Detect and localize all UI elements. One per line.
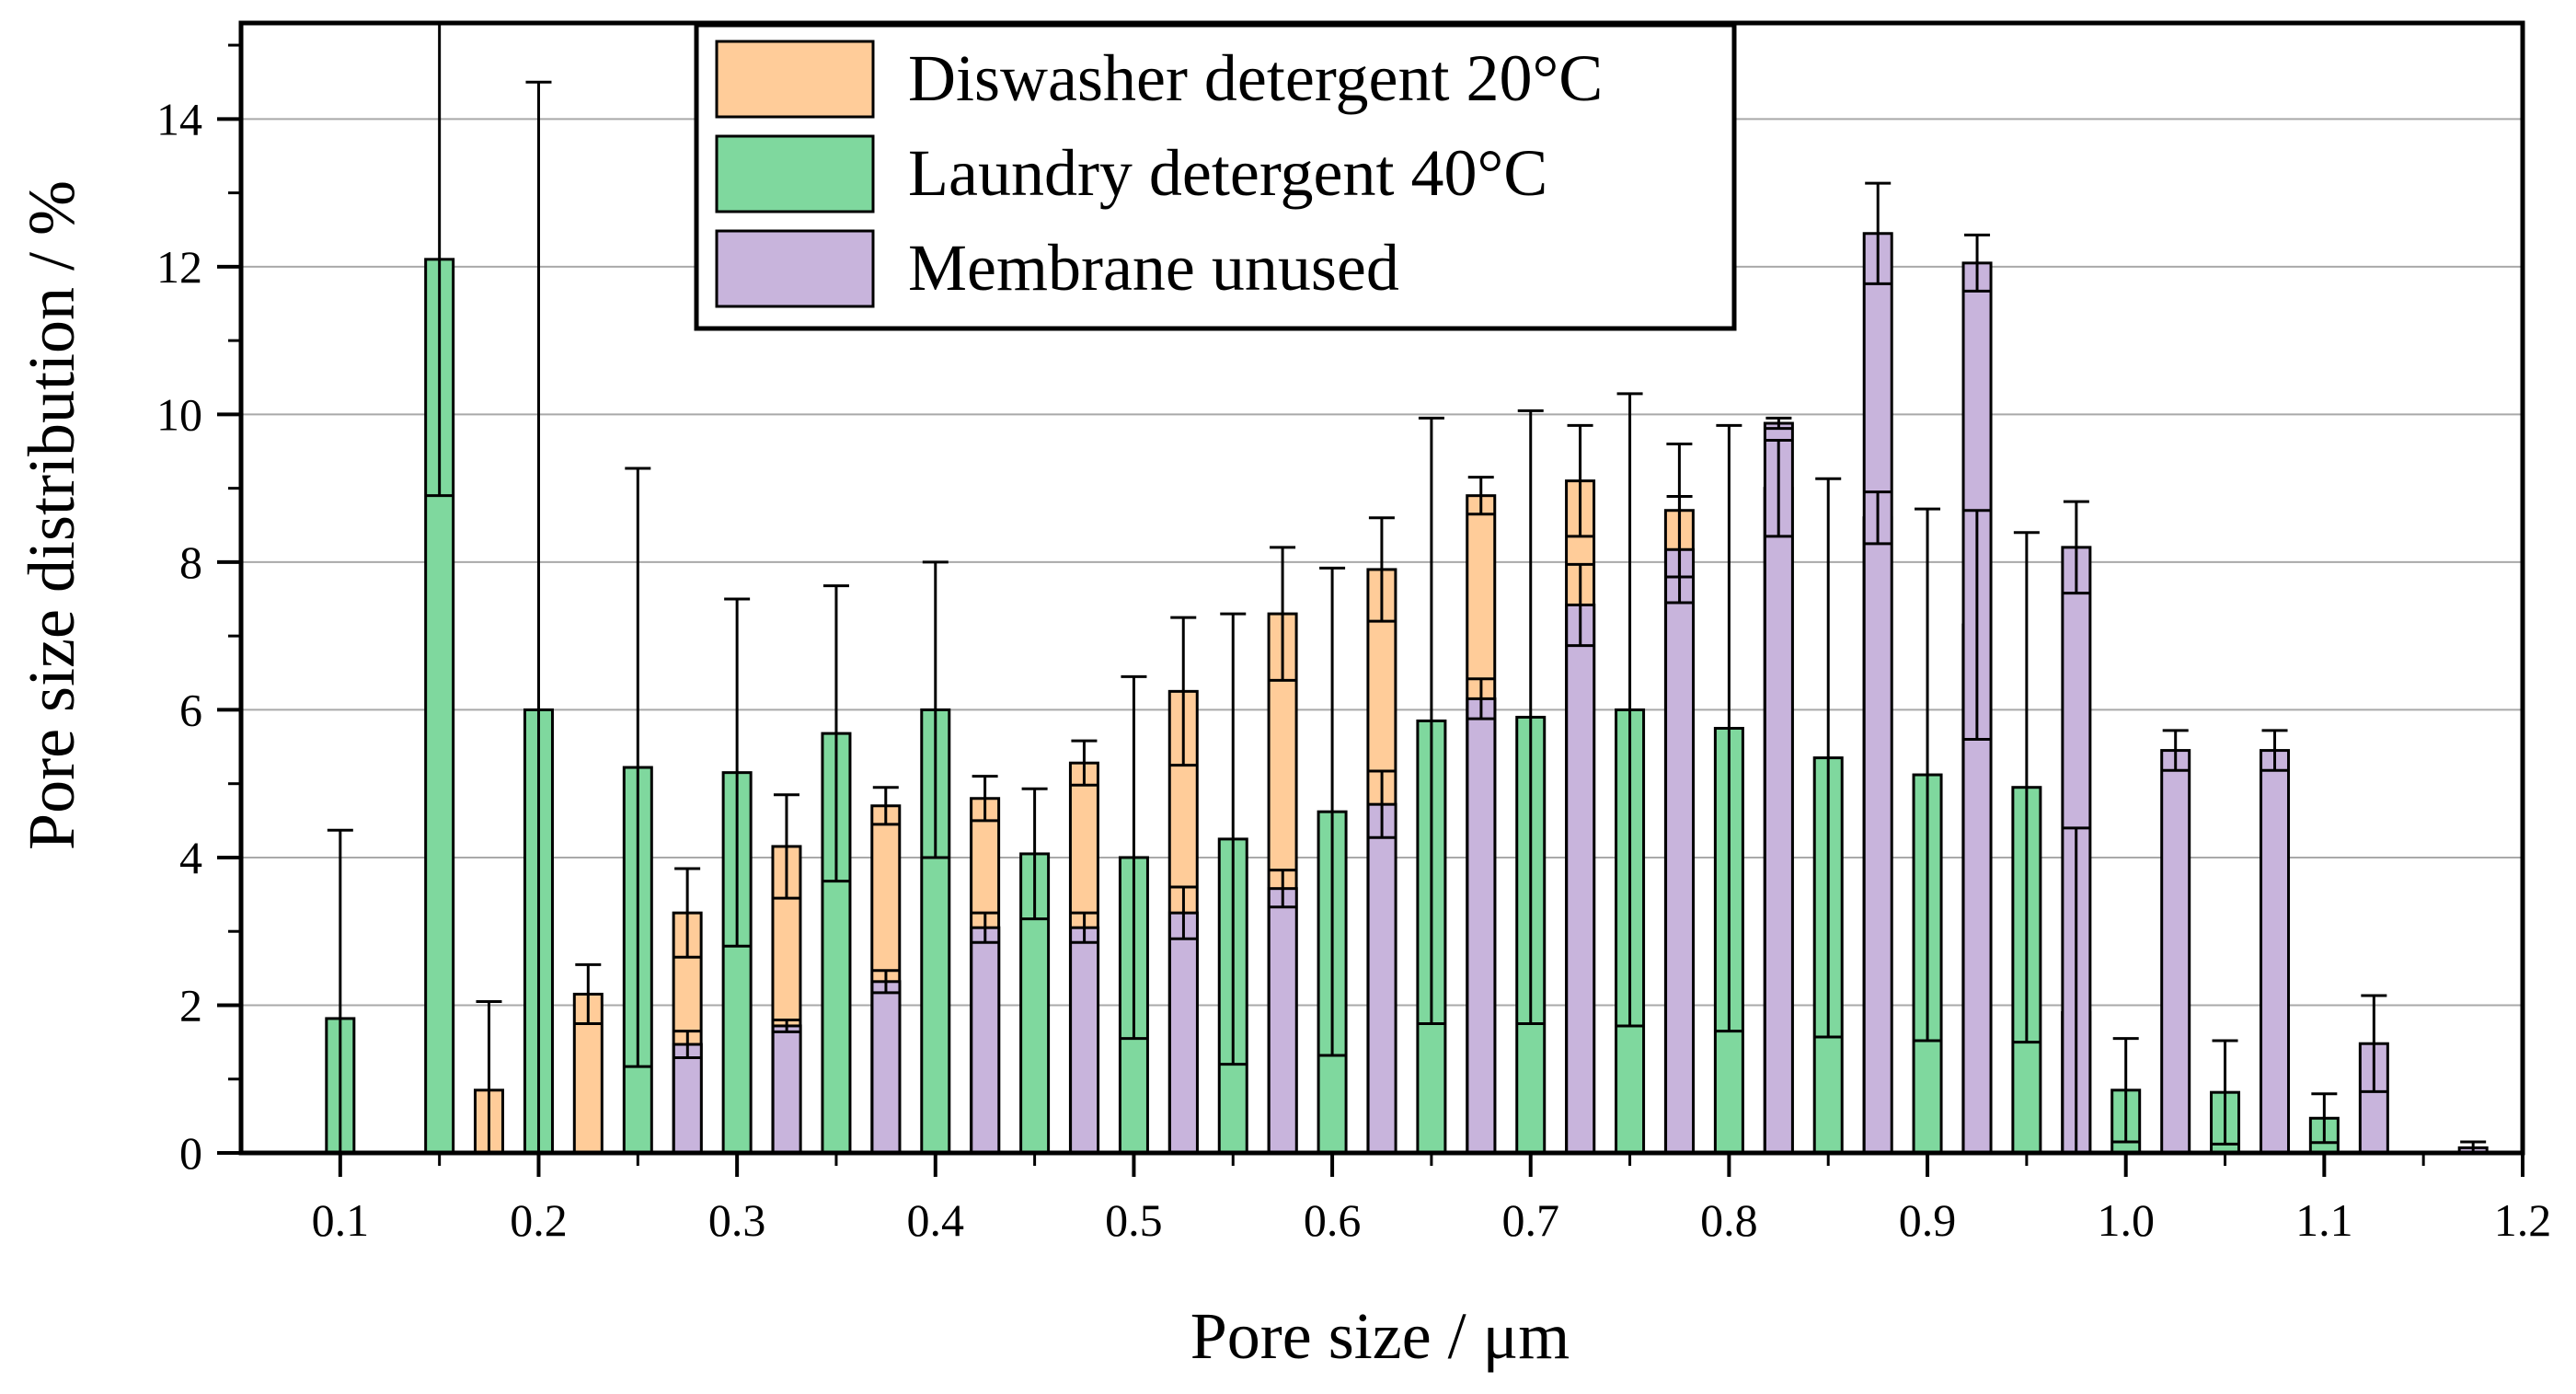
y-tick-label: 10 — [156, 388, 202, 440]
bar — [672, 1043, 703, 1155]
bar — [1069, 926, 1100, 1155]
y-tick-label: 8 — [179, 536, 202, 588]
y-tick-label: 0 — [179, 1127, 202, 1179]
legend-label: Laundry detergent 40°C — [908, 136, 1547, 210]
bar — [1466, 697, 1497, 1155]
x-tick-label: 0.9 — [1899, 1194, 1957, 1246]
bar — [1862, 232, 1893, 1155]
y-tick-label: 12 — [156, 241, 202, 293]
x-tick-label: 0.5 — [1105, 1194, 1163, 1246]
bar — [870, 980, 902, 1155]
legend: Diswasher detergent 20°C Laundry detergen… — [694, 22, 1737, 331]
error-bars — [327, 21, 2487, 1153]
y-tick-label: 6 — [179, 684, 202, 735]
y-tick-label: 2 — [179, 979, 202, 1031]
bar — [1167, 911, 1199, 1155]
bar — [1664, 547, 1696, 1155]
x-tick-label: 0.6 — [1304, 1194, 1362, 1246]
y-tick-label: 4 — [179, 832, 202, 883]
bar — [2260, 749, 2291, 1155]
x-tick-label: 0.2 — [510, 1194, 568, 1246]
bar — [1565, 603, 1596, 1155]
x-tick-label: 1.1 — [2295, 1194, 2353, 1246]
x-tick-label: 1.0 — [2097, 1194, 2155, 1246]
y-tick-label: 14 — [156, 93, 202, 144]
legend-swatch — [715, 40, 875, 119]
x-tick-label: 1.2 — [2494, 1194, 2552, 1246]
legend-label: Membrane unused — [908, 231, 1399, 305]
legend-label: Diswasher detergent 20°C — [908, 41, 1603, 115]
x-tick-label: 0.1 — [312, 1194, 370, 1246]
x-tick-label: 0.8 — [1700, 1194, 1758, 1246]
bar — [970, 926, 1001, 1155]
bars — [325, 232, 2489, 1155]
x-axis-title: Pore size / μm — [1190, 1299, 1570, 1373]
bar — [771, 1024, 802, 1155]
x-tick-label: 0.3 — [708, 1194, 766, 1246]
x-tick-label: 0.4 — [907, 1194, 965, 1246]
y-axis-title: Pore size distribution / % — [15, 180, 88, 850]
x-tick-label: 0.7 — [1501, 1194, 1559, 1246]
legend-swatch — [715, 134, 875, 213]
bar — [1366, 802, 1397, 1155]
axes: 0 2 4 6 8 10 12 14 0.1 0.2 0.3 0.4 0.5 0.6 0.7 0.8 0.9 1.… — [156, 20, 2552, 1246]
bar — [2160, 749, 2191, 1155]
bar — [1267, 887, 1298, 1155]
legend-swatch — [715, 229, 875, 308]
